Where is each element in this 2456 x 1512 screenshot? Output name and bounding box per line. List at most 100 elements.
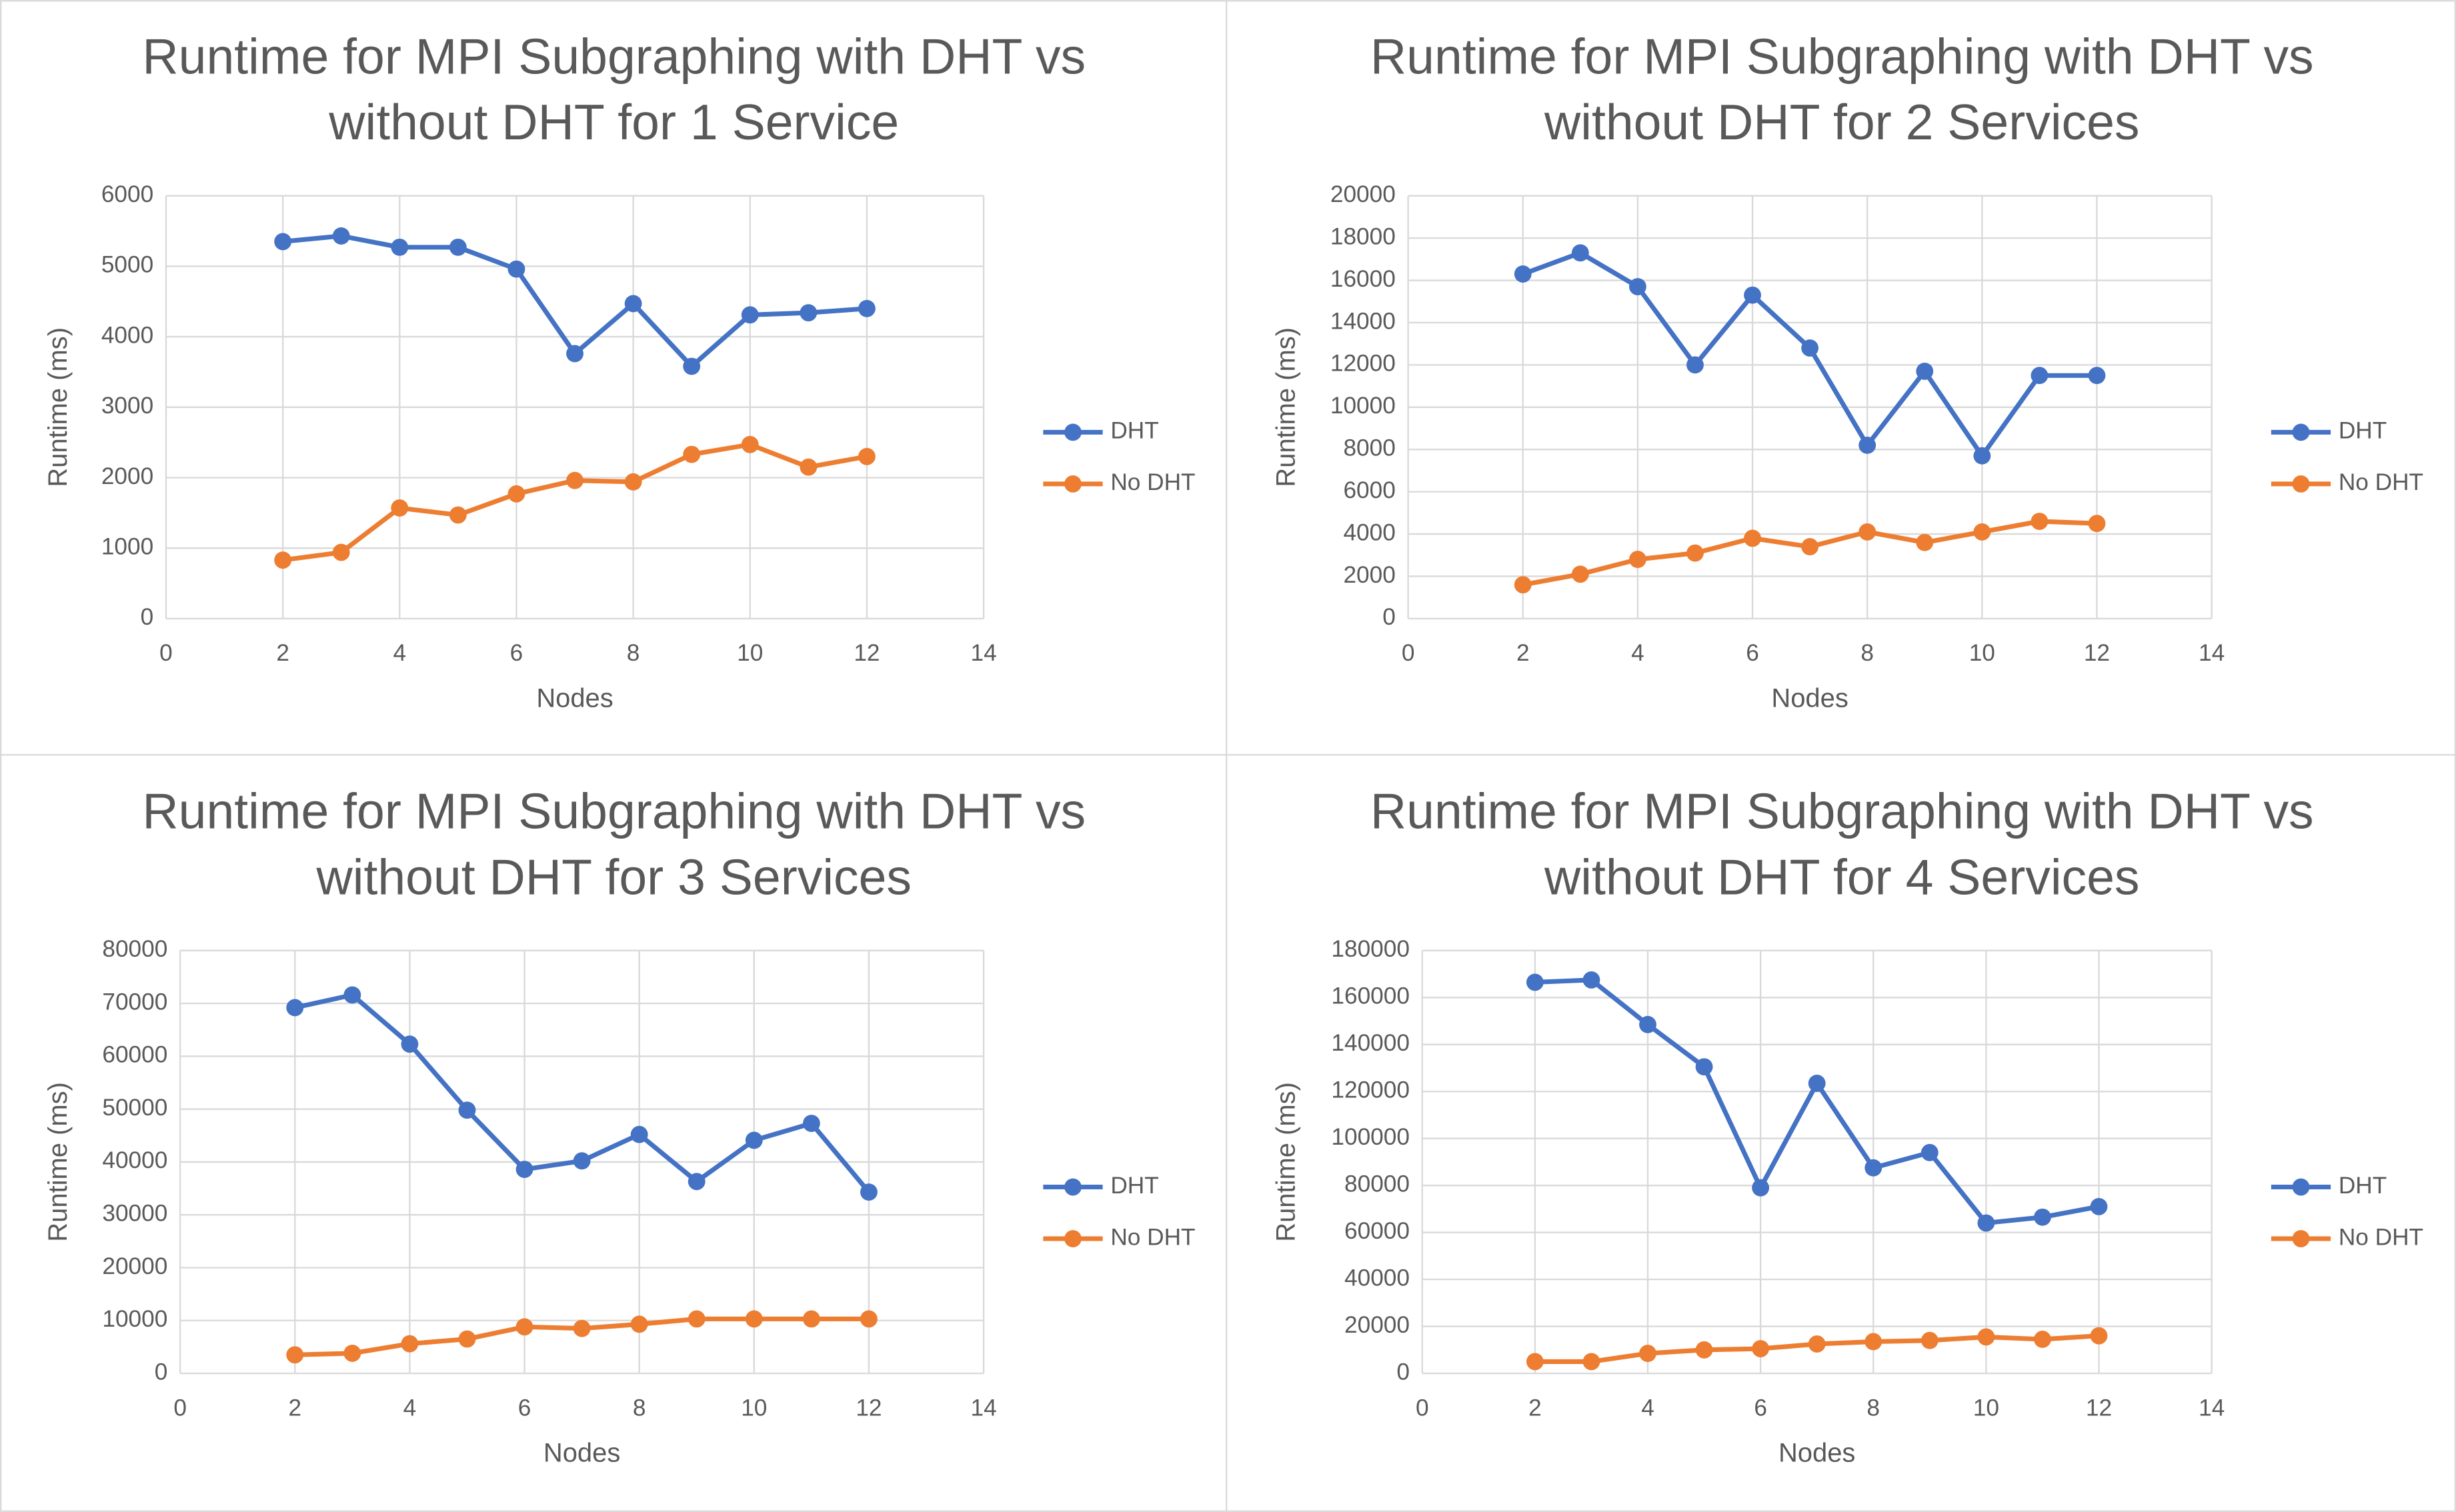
y-tick-label: 160000 — [1331, 983, 1410, 1009]
legend-label: DHT — [2339, 418, 2387, 444]
data-point — [624, 473, 642, 491]
data-point — [800, 458, 818, 476]
x-tick-label: 14 — [970, 640, 996, 666]
data-point — [2033, 1208, 2051, 1226]
y-tick-label: 10000 — [1330, 393, 1396, 419]
data-point — [573, 1319, 591, 1337]
data-point — [332, 227, 350, 245]
x-tick-label: 14 — [2199, 1395, 2225, 1421]
data-point — [458, 1330, 476, 1348]
x-tick-label: 12 — [2086, 1395, 2112, 1421]
data-point — [741, 435, 759, 453]
data-point — [2090, 1327, 2108, 1345]
data-point — [391, 238, 409, 256]
data-point — [1582, 1353, 1600, 1371]
legend-label: DHT — [1110, 1173, 1158, 1199]
y-tick-label: 14000 — [1330, 308, 1396, 334]
x-tick-label: 0 — [1402, 640, 1415, 666]
data-point — [1921, 1331, 1939, 1349]
data-point — [1639, 1015, 1656, 1033]
data-point — [343, 1344, 361, 1362]
data-point — [1514, 576, 1532, 594]
data-point — [507, 485, 525, 503]
data-point — [2088, 515, 2106, 533]
legend-marker — [2292, 475, 2310, 493]
data-point — [860, 1310, 878, 1328]
data-point — [1571, 244, 1589, 262]
x-tick-label: 6 — [1746, 640, 1759, 666]
data-point — [1695, 1058, 1713, 1076]
y-tick-label: 3000 — [101, 393, 153, 419]
data-point — [343, 986, 361, 1004]
legend-label: No DHT — [1110, 1224, 1195, 1250]
title-box: Runtime for MPI Subgraphing with DHT vs … — [1370, 783, 2314, 905]
chart-title: Runtime for MPI Subgraphing with DHT vs … — [1370, 783, 2314, 905]
y-tick-label: 70000 — [102, 989, 167, 1015]
legend-marker — [2292, 1230, 2310, 1247]
data-point — [624, 295, 642, 313]
y-tick-label: 18000 — [1330, 223, 1396, 249]
data-point — [802, 1310, 820, 1328]
x-tick-label: 10 — [737, 640, 763, 666]
data-point — [566, 471, 583, 489]
y-tick-label: 100000 — [1331, 1124, 1410, 1150]
title-box: Runtime for MPI Subgraphing with DHT vs … — [142, 28, 1086, 150]
y-tick-label: 6000 — [101, 181, 153, 207]
data-point — [1514, 265, 1532, 283]
data-point — [1639, 1345, 1656, 1363]
data-point — [1977, 1214, 1995, 1232]
y-tick-label: 80000 — [1344, 1171, 1410, 1197]
x-tick-label: 2 — [1528, 1395, 1542, 1421]
data-point — [1571, 565, 1589, 583]
data-point — [274, 233, 292, 251]
data-point — [566, 345, 583, 363]
data-point — [401, 1035, 419, 1053]
y-tick-label: 30000 — [102, 1201, 167, 1227]
data-point — [1859, 436, 1877, 454]
y-axis-title: Runtime (ms) — [1271, 1082, 1300, 1242]
y-tick-label: 140000 — [1331, 1030, 1410, 1056]
y-tick-label: 6000 — [1343, 477, 1395, 503]
x-tick-label: 2 — [276, 640, 289, 666]
x-tick-label: 14 — [970, 1395, 996, 1421]
y-tick-label: 0 — [1396, 1359, 1410, 1385]
data-point — [458, 1101, 476, 1119]
data-point — [1973, 523, 1991, 541]
legend-marker — [1064, 1230, 1082, 1247]
x-tick-label: 6 — [1754, 1395, 1767, 1421]
data-point — [860, 1183, 878, 1201]
y-tick-label: 60000 — [102, 1042, 167, 1068]
x-tick-label: 0 — [173, 1395, 187, 1421]
data-point — [745, 1131, 763, 1149]
chart-title: Runtime for MPI Subgraphing with DHT vs … — [142, 783, 1086, 905]
data-point — [2088, 367, 2106, 385]
data-point — [858, 299, 876, 317]
legend-label: No DHT — [2339, 1224, 2423, 1250]
y-tick-label: 0 — [155, 1359, 168, 1385]
x-tick-label: 6 — [518, 1395, 531, 1421]
data-point — [2031, 513, 2049, 530]
data-point — [1977, 1328, 1995, 1346]
title-box: Runtime for MPI Subgraphing with DHT vs … — [142, 783, 1086, 905]
x-tick-label: 12 — [856, 1395, 882, 1421]
legend-marker — [1064, 475, 1082, 493]
data-point — [745, 1310, 763, 1328]
data-point — [2031, 367, 2049, 385]
x-tick-label: 8 — [1861, 640, 1874, 666]
data-point — [1628, 551, 1646, 569]
data-point — [449, 238, 467, 256]
y-tick-label: 20000 — [102, 1253, 167, 1279]
x-axis-title: Nodes — [543, 1439, 620, 1468]
data-point — [1921, 1143, 1939, 1161]
data-point — [286, 999, 304, 1017]
x-tick-label: 0 — [159, 640, 173, 666]
x-tick-label: 2 — [1516, 640, 1530, 666]
x-tick-label: 14 — [2199, 640, 2225, 666]
chart-title: Runtime for MPI Subgraphing with DHT vs … — [1370, 28, 2314, 151]
data-point — [1865, 1333, 1883, 1351]
data-point — [286, 1346, 304, 1364]
data-point — [630, 1315, 648, 1333]
